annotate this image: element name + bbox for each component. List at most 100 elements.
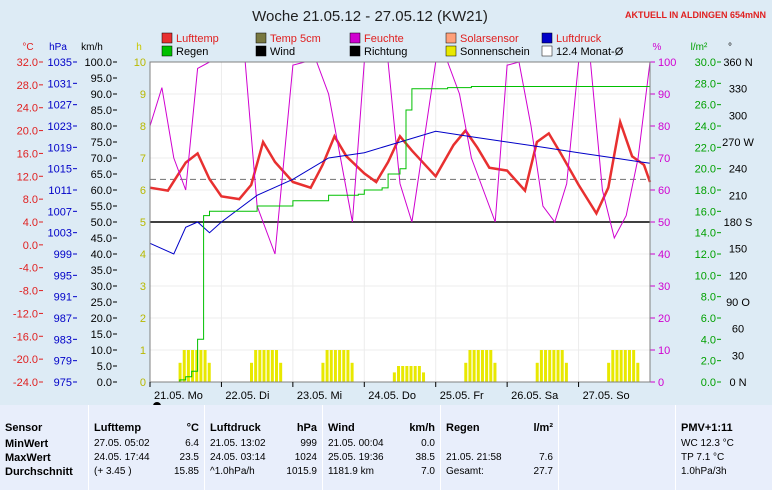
regen-unit: l/m² [533,422,553,434]
sunshine-bar [392,372,396,382]
pressure-trend-value: 1.0hPa/3h [681,466,727,477]
day-label: 25.05. Fr [440,390,484,402]
regen-total-value: 27.7 [533,466,553,477]
legend: Lufttemp Temp 5cm Feuchte Solarsensor Luftdr… [161,32,624,58]
legend-swatch-1 [255,32,267,44]
pmv-column: PMV+1:11 WC 12.3 °C TP 7.1 °C 1.0hPa/3h [676,405,772,490]
pct-tick: 70 [658,153,670,165]
hpa-tick: 1003 [48,228,72,240]
wind-distance: 1181.9 km [328,466,374,477]
sunshine-bar [560,350,564,382]
sunshine-bar [548,350,552,382]
sunshine-bar [552,350,556,382]
wind-avg-value: 7.0 [421,466,435,477]
temp-tick: 8.0 [23,194,38,206]
sunshine-bar [485,350,489,382]
sunshine-bar [329,350,333,382]
legend-swatch-4 [541,32,553,44]
temp-tick: 20.0 [17,126,38,138]
h-tick: 3 [140,281,146,293]
wind-min-value: 0.0 [421,438,435,449]
hpa-tick: 1015 [48,164,72,176]
live-station-label: AKTUELL IN ALDINGEN 654mNN [625,10,766,20]
hpa-tick: 1031 [48,78,72,90]
hpa-tick: 995 [54,270,72,282]
sunshine-bar [627,350,631,382]
temp-tick: 4.0 [23,217,38,229]
series-line-lufttemp [149,117,652,217]
day-label: 24.05. Do [368,390,416,402]
hpa-tick: 991 [54,292,72,304]
hpa-tick: 1023 [48,121,72,133]
windchill-value: WC 12.3 °C [681,438,734,449]
chart-marks [149,61,652,383]
dir-tick: 180 S [724,217,753,229]
temp-tick: -12.0 [13,308,38,320]
h-tick: 2 [140,313,146,325]
kmh-tick: 95.0 [91,73,112,85]
sunshine-bar [417,366,421,382]
sunshine-bar [632,350,636,382]
unit-temp: °C [22,42,33,53]
rain-tick: 30.0 [695,57,716,69]
temp-tick: -20.0 [13,354,38,366]
dir-tick: 360 N [723,57,752,69]
dewpoint-value: TP 7.1 °C [681,452,725,463]
stats-table: Sensor MinWert MaxWert Durchschnitt Luft… [0,405,772,490]
legend-label-0: Lufttemp [176,33,219,45]
unit-deg: ° [728,42,732,53]
luftdruck-column: Luftdruck hPa 21.05. 13:02 999 24.05. 03:1… [205,405,323,490]
rain-tick: 6.0 [701,313,716,325]
day-label: 21.05. Mo [154,390,203,402]
regen-total-label: Gesamt: [446,466,484,477]
legend-label2-3: Sonnenschein [460,46,530,58]
dir-tick: 330 [729,84,747,96]
pct-tick: 50 [658,217,670,229]
pct-tick: 30 [658,281,670,293]
hpa-tick: 999 [54,249,72,261]
sunshine-bar [250,362,253,382]
lufttemp-header: Lufttemp [94,422,142,434]
kmh-tick: 45.0 [91,233,112,245]
today-marker [153,402,161,405]
legend-swatch-2 [349,32,361,44]
sunshine-bar [405,366,409,382]
legend-label2-4: 12.4 Monat-Ø [556,46,624,58]
hpa-tick: 1019 [48,142,72,154]
legend-label-2: Feuchte [364,33,404,45]
wind-min-time: 21.05. 00:04 [328,438,384,449]
regen-max-time: 21.05. 21:58 [446,452,502,463]
temp-tick: 28.0 [17,80,38,92]
sunshine-bar [397,366,401,382]
hpa-tick: 983 [54,334,72,346]
temp-tick: 16.0 [17,148,38,160]
lufttemp-unit: °C [186,422,199,434]
regen-max-value: 7.6 [539,452,553,463]
sunshine-bar [178,362,182,382]
sunshine-bar [346,350,350,382]
legend-label-3: Solarsensor [460,33,519,45]
unit-rain: l/m² [691,42,708,53]
wind-column: Wind km/h 21.05. 00:04 0.0 25.05. 19:36 38.… [323,405,441,490]
legend-swatch2-4 [541,45,553,57]
kmh-tick: 80.0 [91,121,112,133]
unit-kmh: km/h [81,42,103,53]
day-label: 22.05. Di [225,390,269,402]
kmh-tick: 55.0 [91,201,112,213]
sunshine-bar [480,350,484,382]
rain-tick: 12.0 [695,249,716,261]
h-tick: 8 [140,121,146,133]
kmh-tick: 30.0 [91,281,112,293]
sunshine-bar [401,366,405,382]
sunshine-bar [611,350,615,382]
kmh-tick: 5.0 [97,361,112,373]
luftdruck-min-time: 21.05. 13:02 [210,438,266,449]
sunshine-bar [350,362,354,382]
max-label: MaxWert [5,452,51,464]
lufttemp-avg-value: 15.85 [173,466,199,477]
sunshine-bar [207,362,211,382]
sunshine-bar [544,350,548,382]
rain-tick: 14.0 [695,228,716,240]
sunshine-bar [279,362,283,382]
sunshine-bar [564,362,568,382]
